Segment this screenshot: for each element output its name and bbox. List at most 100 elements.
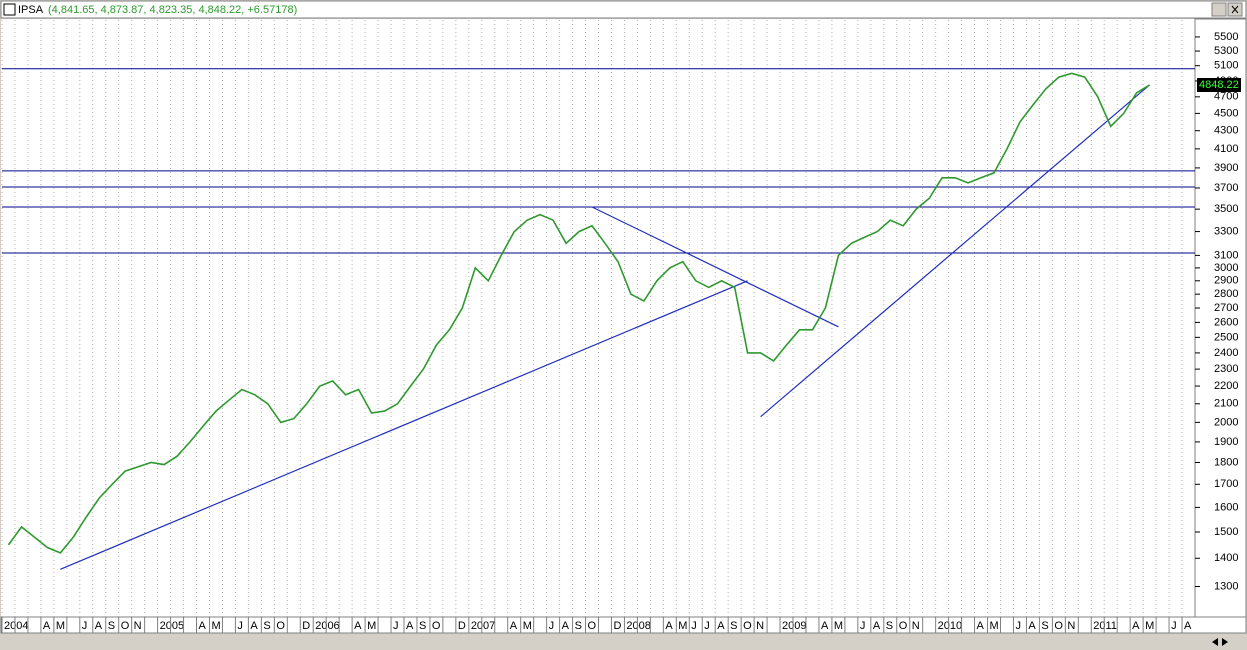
- x-tick-label: A: [821, 620, 829, 632]
- x-tick-label: A: [1132, 620, 1140, 632]
- x-tick-label: D: [613, 620, 621, 632]
- y-tick-label: 3300: [1214, 225, 1238, 237]
- restore-button[interactable]: [1211, 2, 1227, 17]
- x-tick-label: A: [354, 620, 362, 632]
- y-tick-label: 5300: [1214, 45, 1238, 57]
- x-tick-label: M: [990, 620, 999, 632]
- trendline: [60, 280, 748, 570]
- x-tick-label: S: [886, 620, 893, 632]
- x-tick-label: A: [199, 620, 207, 632]
- y-tick-label: 2500: [1214, 331, 1238, 343]
- x-tick-label: 2004: [4, 620, 28, 632]
- x-tick-label: A: [43, 620, 51, 632]
- ohlc-label: (4,841.65, 4,873.87, 4,823.35, 4,848.22,…: [48, 4, 297, 16]
- x-tick-label: J: [860, 620, 866, 632]
- y-tick-label: 4300: [1214, 125, 1238, 137]
- x-tick-label: N: [912, 620, 920, 632]
- y-tick-label: 4500: [1214, 107, 1238, 119]
- x-tick-label: A: [977, 620, 985, 632]
- x-tick-label: S: [419, 620, 426, 632]
- x-tick-label: N: [134, 620, 142, 632]
- y-tick-label: 3500: [1214, 203, 1238, 215]
- plot-area: [1, 19, 1195, 617]
- last-value-box: [1197, 77, 1241, 92]
- x-tick-label: 2007: [471, 620, 495, 632]
- y-tick-label: 1900: [1214, 436, 1238, 448]
- x-tick-label: A: [510, 620, 518, 632]
- x-tick-label: A: [1028, 620, 1036, 632]
- x-tick-label: 2005: [160, 620, 184, 632]
- y-tick-label: 5500: [1214, 31, 1238, 43]
- x-tick-label: D: [302, 620, 310, 632]
- x-tick-label: J: [1015, 620, 1021, 632]
- y-tick-label: 2200: [1214, 380, 1238, 392]
- x-tick-label: A: [665, 620, 673, 632]
- x-tick-label: A: [95, 620, 103, 632]
- x-tick-label: J: [393, 620, 399, 632]
- x-tick-label: J: [82, 620, 88, 632]
- x-tick-label: M: [367, 620, 376, 632]
- x-tick-label: A: [873, 620, 881, 632]
- y-tick-label: 1400: [1214, 552, 1238, 564]
- x-tick-label: 2009: [782, 620, 806, 632]
- x-tick-label: J: [549, 620, 555, 632]
- y-tick-label: 2100: [1214, 398, 1238, 410]
- x-tick-label: N: [1067, 620, 1075, 632]
- y-tick-label: 4700: [1214, 91, 1238, 103]
- x-axis-area: [0, 616, 1247, 634]
- x-tick-label: S: [108, 620, 115, 632]
- x-tick-label: S: [730, 620, 737, 632]
- x-tick-label: 2010: [938, 620, 962, 632]
- y-tick-label: 1600: [1214, 501, 1238, 513]
- x-tick-label: O: [588, 620, 597, 632]
- x-tick-label: A: [562, 620, 570, 632]
- x-tick-label: S: [575, 620, 582, 632]
- x-tick-label: O: [276, 620, 285, 632]
- x-tick-label: M: [678, 620, 687, 632]
- x-tick-label: J: [237, 620, 243, 632]
- x-tick-label: S: [1041, 620, 1048, 632]
- header-bar: [0, 0, 1247, 19]
- y-tick-label: 2900: [1214, 275, 1238, 287]
- close-icon: [1231, 5, 1239, 14]
- y-tick-label: 2700: [1214, 302, 1238, 314]
- y-tick-label: 3900: [1214, 162, 1238, 174]
- scrollbar[interactable]: [1, 634, 1246, 649]
- x-tick-label: 2011: [1093, 620, 1117, 632]
- x-tick-label: M: [211, 620, 220, 632]
- x-tick-label: M: [56, 620, 65, 632]
- x-tick-label: J: [691, 620, 697, 632]
- y-tick-label: 2400: [1214, 347, 1238, 359]
- y-tick-label: 2300: [1214, 363, 1238, 375]
- x-tick-label: O: [743, 620, 752, 632]
- y-tick-label: 4100: [1214, 143, 1238, 155]
- y-tick-label: 2600: [1214, 316, 1238, 328]
- x-tick-label: O: [899, 620, 908, 632]
- y-tick-label: 3700: [1214, 182, 1238, 194]
- last-value-label: 4848.22: [1199, 79, 1239, 91]
- price-line: [7, 72, 1151, 554]
- y-tick-label: 1500: [1214, 526, 1238, 538]
- x-tick-label: M: [1145, 620, 1154, 632]
- x-tick-label: M: [523, 620, 532, 632]
- trendline: [591, 206, 839, 328]
- scroll-arrows[interactable]: [1212, 638, 1228, 646]
- x-tick-label: D: [458, 620, 466, 632]
- x-tick-label: A: [717, 620, 725, 632]
- x-tick-label: J: [1171, 620, 1177, 632]
- x-tick-label: M: [834, 620, 843, 632]
- y-tick-label: 5100: [1214, 60, 1238, 72]
- trendline: [760, 84, 1151, 418]
- header-icon: [3, 3, 16, 16]
- y-axis-area: [1194, 18, 1247, 618]
- x-tick-label: 2006: [315, 620, 339, 632]
- x-tick-label: J: [704, 620, 710, 632]
- x-tick-label: A: [406, 620, 414, 632]
- x-tick-label: O: [1054, 620, 1063, 632]
- y-tick-label: 2800: [1214, 288, 1238, 300]
- chart-title: IPSA: [18, 4, 44, 16]
- x-tick-label: 2008: [626, 620, 650, 632]
- x-tick-label: N: [756, 620, 764, 632]
